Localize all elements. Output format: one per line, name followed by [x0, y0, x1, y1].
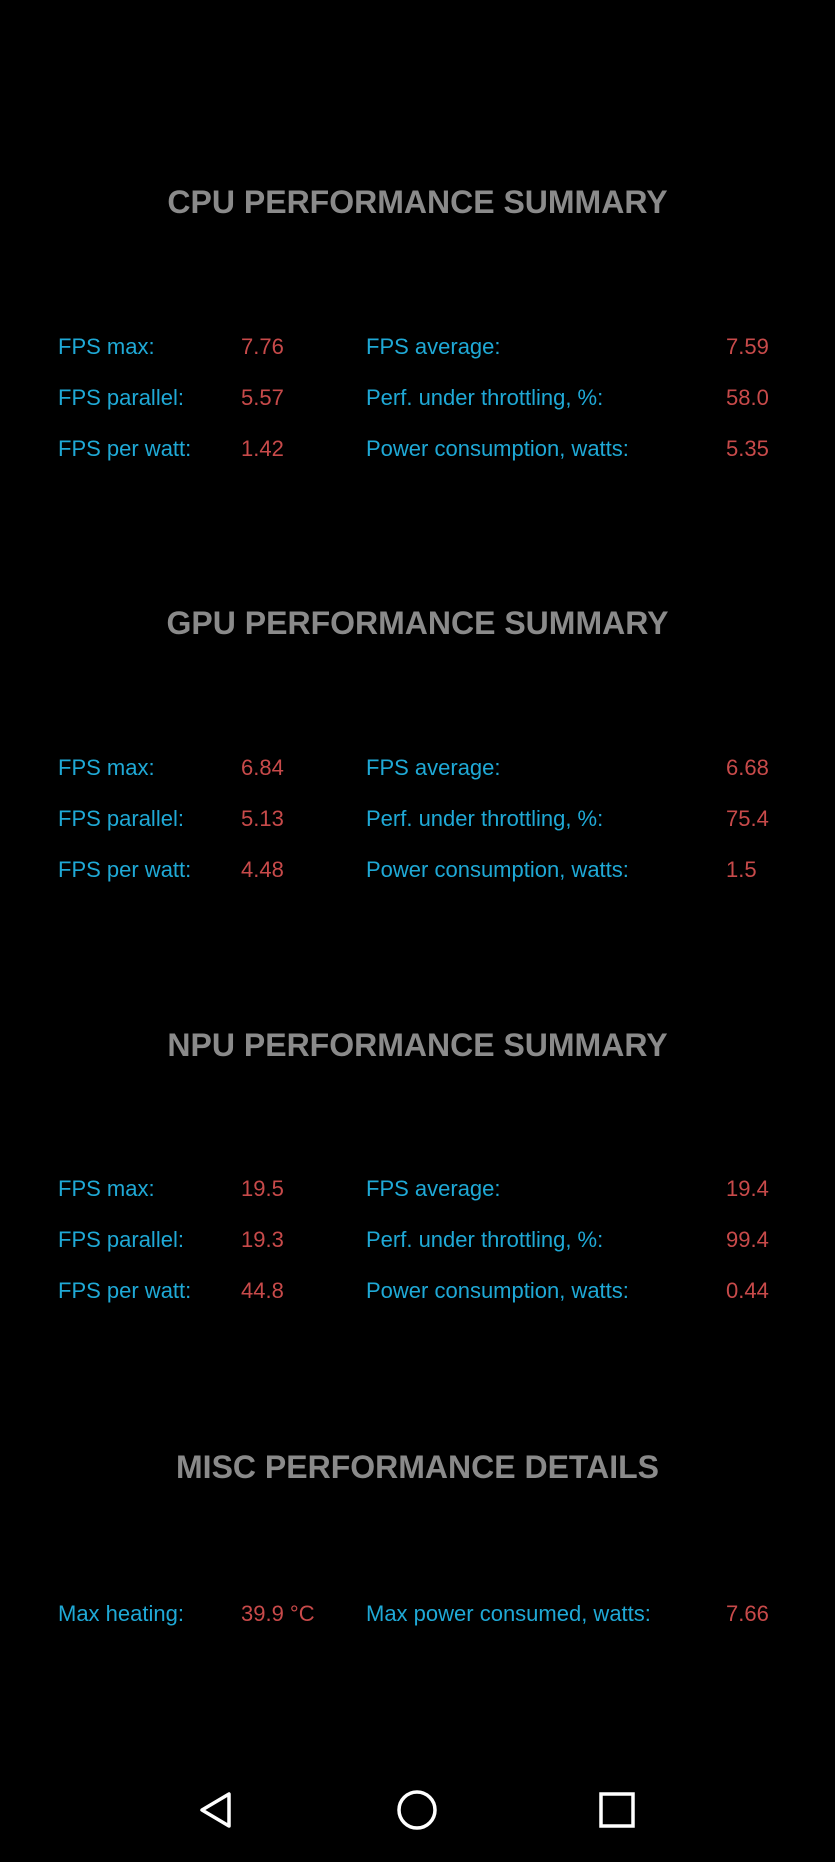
metric-value: 99.4 [726, 1227, 769, 1252]
gpu-row-3: FPS per watt: 4.48 Power consumption, wa… [0, 850, 835, 890]
home-circle-icon [397, 1790, 437, 1830]
metric-label: FPS average: [366, 334, 501, 359]
metric-label: FPS per watt: [58, 436, 192, 461]
metric-label: Perf. under throttling, %: [366, 385, 604, 410]
npu-row-2: FPS parallel: 19.3 Perf. under throttlin… [0, 1220, 835, 1260]
gpu-row-2: FPS parallel: 5.13 Perf. under throttlin… [0, 799, 835, 839]
metric-label: Perf. under throttling, %: [366, 1227, 604, 1252]
gpu-section-title: GPU PERFORMANCE SUMMARY [166, 605, 669, 641]
metric-value: 6.84 [241, 755, 284, 780]
metric-label: FPS max: [58, 755, 155, 780]
metric-label: FPS max: [58, 334, 155, 359]
metric-label: FPS parallel: [58, 1227, 184, 1252]
metric-value: 1.42 [241, 436, 284, 461]
metric-label: Max power consumed, watts: [366, 1601, 651, 1626]
metric-value: 0.44 [726, 1278, 769, 1303]
gpu-row-1: FPS max: 6.84 FPS average: 6.68 [0, 748, 835, 788]
metric-label: FPS average: [366, 755, 501, 780]
npu-section-title: NPU PERFORMANCE SUMMARY [167, 1027, 668, 1063]
cpu-row-2: FPS parallel: 5.57 Perf. under throttlin… [0, 378, 835, 418]
misc-section-title: MISC PERFORMANCE DETAILS [176, 1449, 659, 1485]
metric-label: FPS parallel: [58, 806, 184, 831]
metric-label: Power consumption, watts: [366, 857, 629, 882]
metric-value: 5.57 [241, 385, 284, 410]
metric-value: 1.5 [726, 857, 757, 882]
metric-label: Perf. under throttling, %: [366, 806, 604, 831]
npu-row-3: FPS per watt: 44.8 Power consumption, wa… [0, 1271, 835, 1311]
metric-label: FPS max: [58, 1176, 155, 1201]
metric-label: Max heating: [58, 1601, 184, 1626]
metric-label: FPS per watt: [58, 857, 192, 882]
home-button[interactable] [377, 1770, 457, 1850]
metric-value: 4.48 [241, 857, 284, 882]
metric-value: 7.76 [241, 334, 284, 359]
metric-value: 39.9 °C [241, 1601, 315, 1626]
cpu-section-title: CPU PERFORMANCE SUMMARY [167, 184, 668, 220]
metric-value: 58.0 [726, 385, 769, 410]
metric-label: Power consumption, watts: [366, 1278, 629, 1303]
metric-label: Power consumption, watts: [366, 436, 629, 461]
metric-value: 7.59 [726, 334, 769, 359]
system-navigation-bar [0, 1770, 835, 1850]
metric-value: 5.35 [726, 436, 769, 461]
misc-row-1: Max heating: 39.9 °C Max power consumed,… [0, 1594, 835, 1634]
metric-label: FPS average: [366, 1176, 501, 1201]
metric-value: 19.5 [241, 1176, 284, 1201]
recents-square-icon [599, 1792, 635, 1828]
metric-value: 5.13 [241, 806, 284, 831]
metric-value: 6.68 [726, 755, 769, 780]
metric-label: FPS parallel: [58, 385, 184, 410]
metric-label: FPS per watt: [58, 1278, 192, 1303]
cpu-row-1: FPS max: 7.76 FPS average: 7.59 [0, 327, 835, 367]
recents-button[interactable] [577, 1770, 657, 1850]
metric-value: 19.4 [726, 1176, 769, 1201]
metric-value: 7.66 [726, 1601, 769, 1626]
metric-value: 19.3 [241, 1227, 284, 1252]
metric-value: 75.4 [726, 806, 769, 831]
back-triangle-icon [200, 1792, 231, 1828]
metric-value: 44.8 [241, 1278, 284, 1303]
cpu-row-3: FPS per watt: 1.42 Power consumption, wa… [0, 429, 835, 469]
npu-row-1: FPS max: 19.5 FPS average: 19.4 [0, 1169, 835, 1209]
back-button[interactable] [176, 1770, 256, 1850]
